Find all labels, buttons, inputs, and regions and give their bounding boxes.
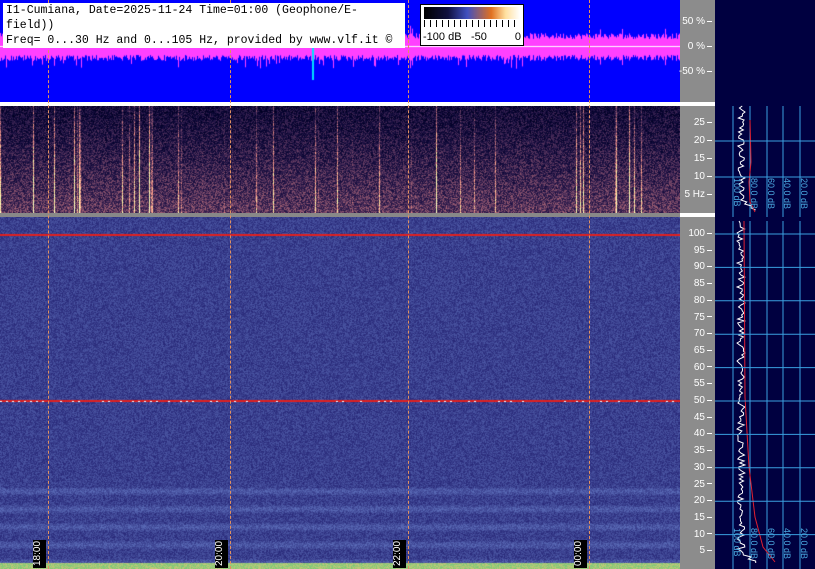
tick-label: 75	[694, 312, 712, 323]
colorbar-ticks	[424, 20, 520, 27]
tick-label: 100	[688, 228, 712, 239]
tick-label: 45	[694, 412, 712, 423]
colorbar-label-mid: -50	[471, 31, 487, 43]
tick-label: 55	[694, 378, 712, 389]
db-label: 60.0 dB	[766, 528, 776, 560]
colorbar-gradient	[424, 7, 520, 19]
spectrum-trace	[735, 220, 757, 564]
time-marker-line	[589, 0, 590, 569]
title-line-2: Freq= 0...30 Hz and 0...105 Hz, provided…	[6, 34, 393, 47]
db-label: 20.0 dB	[799, 528, 809, 560]
time-label-text: 00:00	[573, 540, 585, 567]
tick-label: 70	[694, 328, 712, 339]
tick-label: 20	[694, 135, 712, 146]
tick-label: 40	[694, 428, 712, 439]
time-label-text: 20:00	[214, 540, 226, 567]
tick-label: 5 Hz	[684, 189, 712, 200]
time-marker-line	[408, 0, 409, 569]
time-label: 00:00	[573, 540, 587, 568]
tick-label: 90	[694, 261, 712, 272]
tick-label: 85	[694, 278, 712, 289]
db-label: 20.0 dB	[799, 178, 809, 210]
separator	[0, 102, 680, 106]
tick-label: 50 %	[682, 16, 712, 27]
average-trace	[748, 119, 756, 213]
tick-label: 10	[694, 171, 712, 182]
time-marker-line	[48, 0, 49, 569]
tick-label: 60	[694, 362, 712, 373]
side-panel-top	[715, 0, 815, 102]
spectrum-trace	[736, 105, 756, 211]
tick-label: 80	[694, 295, 712, 306]
time-label-text: 18:00	[32, 540, 44, 567]
db-label: 40.0 dB	[782, 178, 792, 210]
db-label: 80.0 dB	[749, 178, 759, 210]
time-label-text: 22:00	[392, 540, 404, 567]
db-label: 40.0 dB	[782, 528, 792, 560]
db-label: 80.0 dB	[749, 528, 759, 560]
tick-label: 25	[694, 117, 712, 128]
side-spectrum-0-105	[715, 217, 815, 569]
tick-label: 95	[694, 245, 712, 256]
tick-label: 0 %	[688, 41, 712, 52]
tick-label: 65	[694, 345, 712, 356]
colorbar-label-min: -100 dB	[423, 31, 462, 43]
tick-label: 20	[694, 495, 712, 506]
tick-label: 25	[694, 479, 712, 490]
title-line-1: I1-Cumiana, Date=2025-11-24 Time=01:00 (…	[6, 4, 358, 32]
spectrogram-0-30hz	[0, 106, 680, 213]
title-box: I1-Cumiana, Date=2025-11-24 Time=01:00 (…	[3, 3, 405, 48]
tick-label: 15	[694, 153, 712, 164]
waveform-axis: 50 % 0 % -50 %	[679, 0, 715, 102]
colorbar-label-max: 0	[514, 31, 521, 43]
db-label: 100 dB	[732, 528, 742, 557]
time-label: 20:00	[214, 540, 228, 568]
side-spectrum-0-30	[715, 102, 815, 217]
time-marker-line	[230, 0, 231, 569]
colorbar-legend: -100 dB -50 0	[420, 4, 524, 46]
tick-label: 15	[694, 512, 712, 523]
tick-label: 10	[694, 529, 712, 540]
tick-label: 35	[694, 445, 712, 456]
db-label: 100 dB	[732, 178, 742, 207]
separator	[0, 213, 680, 217]
freq-axis-0-30: 25 20 15 10 5 Hz	[680, 106, 715, 213]
tick-label: 50	[694, 395, 712, 406]
tick-label: 30	[694, 462, 712, 473]
tick-label: -50 %	[679, 66, 712, 77]
time-label: 22:00	[392, 540, 406, 568]
tick-label: 5	[699, 545, 712, 556]
db-label: 60.0 dB	[766, 178, 776, 210]
spectrogram-0-105hz	[0, 217, 680, 569]
freq-axis-0-105: 100 95 90 85 80 75 70 65 60 55 50 45 40 35 30 25 20 15 10 5	[680, 217, 715, 569]
time-label: 18:00	[32, 540, 46, 568]
